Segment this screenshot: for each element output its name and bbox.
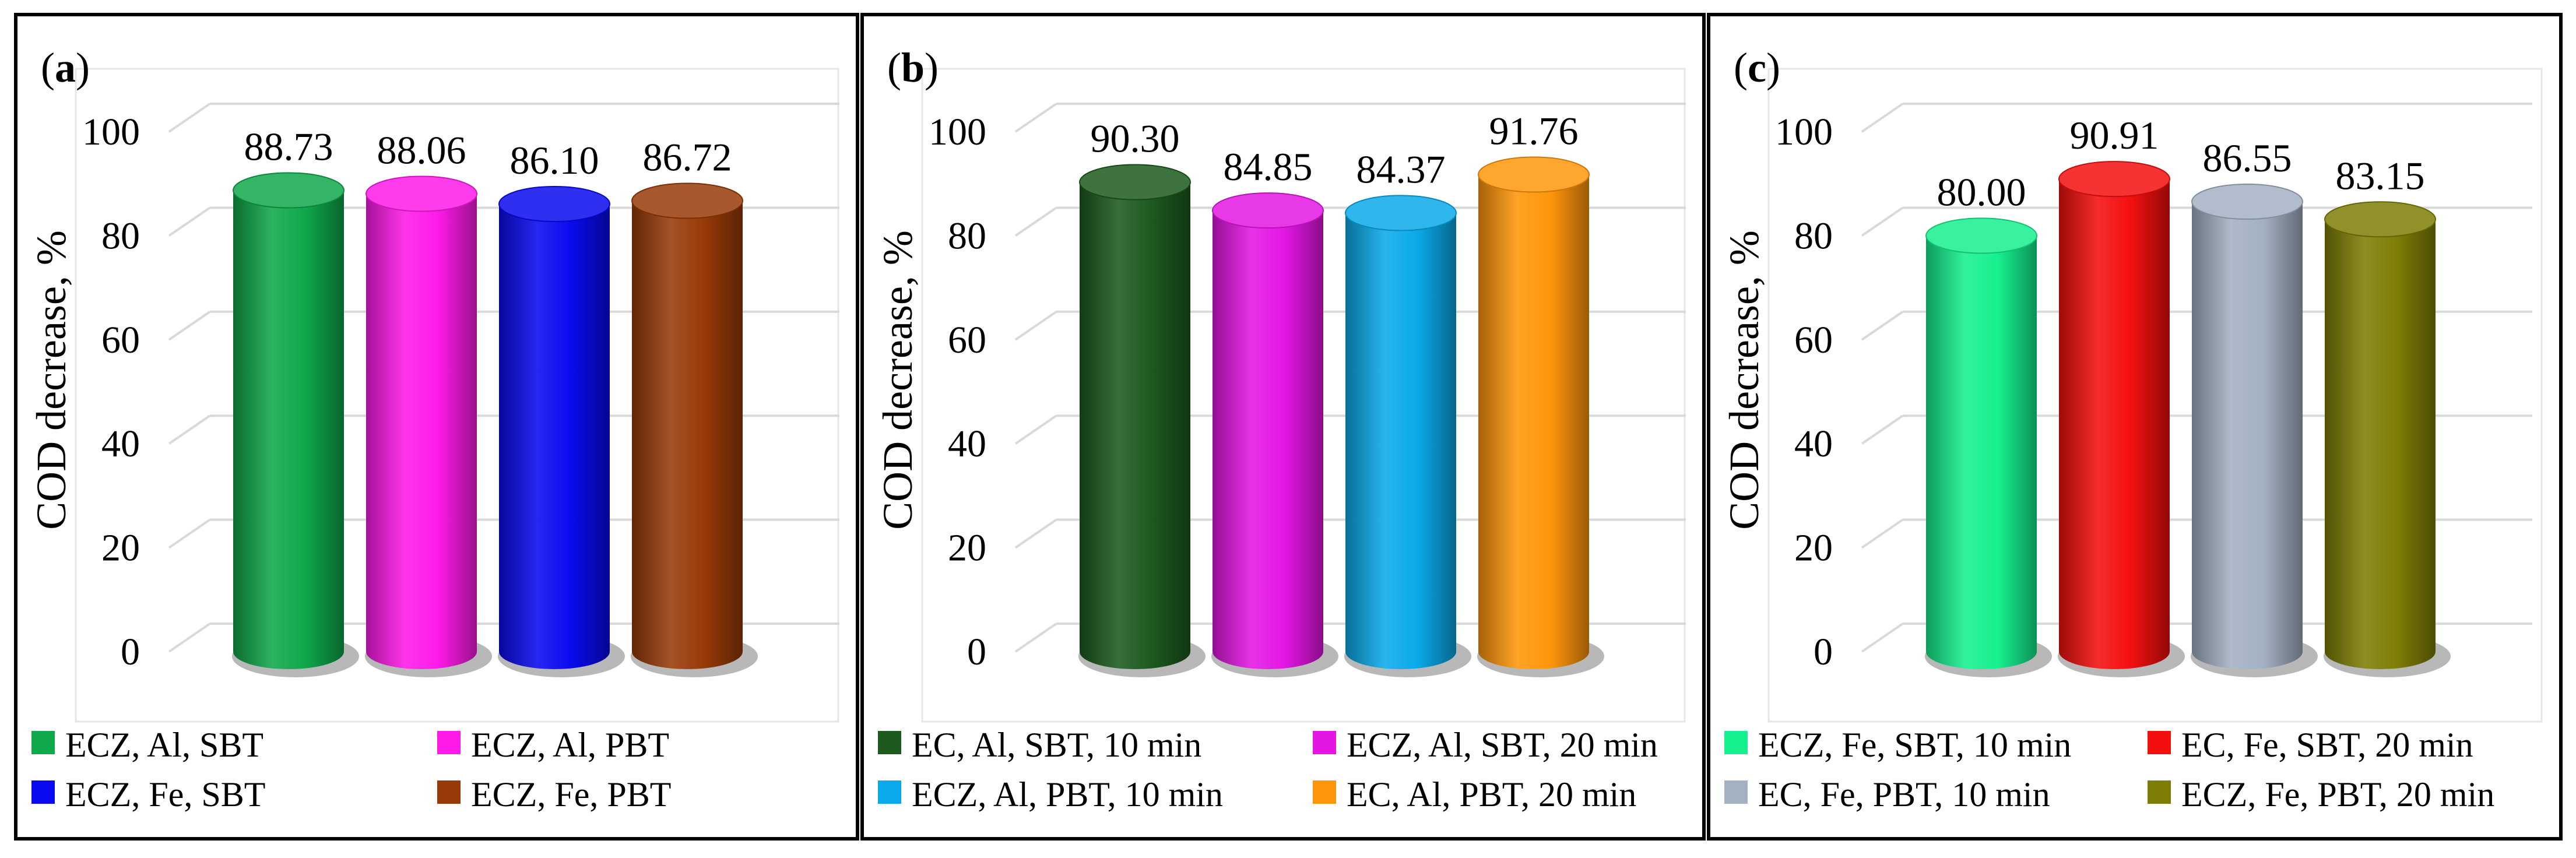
data-label: 84.85 [1224,145,1313,189]
gridline-depth [168,103,211,133]
gridline-depth [1861,623,1904,653]
bar [631,182,758,677]
bar [1078,164,1206,677]
chart-panel-a: 0 20 40 60 80 100 COD decrease, % (a) 88.73 88.06… [14,13,859,841]
legend-label: ECZ, Al, PBT, 10 min [912,775,1223,814]
y-axis-label: COD decrease, % [28,230,75,530]
legend-label: ECZ, Al, SBT, 20 min [1347,726,1658,764]
gridline-depth [168,518,211,549]
y-tick-label: 0 [967,631,986,673]
bar [2324,201,2451,677]
gridline-depth [168,206,211,237]
data-label: 86.55 [2203,136,2292,180]
gridline-depth [1014,623,1057,653]
gridline-depth [1861,103,1904,133]
gridline-depth [1014,103,1057,133]
gridline-depth [1014,414,1057,445]
legend-swatch [2148,780,2171,804]
y-tick-label: 100 [929,111,986,153]
data-label: 80.00 [1937,170,2026,214]
y-tick-label: 80 [948,214,986,257]
y-tick-label: 100 [1775,111,1833,153]
legend-label: EC, Al, PBT, 20 min [1347,775,1636,814]
legend-label: EC, Al, SBT, 10 min [912,726,1201,764]
panel-label: (c) [1734,44,1780,91]
legend-swatch [878,780,901,804]
data-label: 84.37 [1356,147,1446,191]
legend-label: ECZ, Al, PBT [471,726,669,764]
legend-label: ECZ, Al, SBT [65,726,263,764]
plot-area-outline [921,68,1686,723]
data-label: 88.73 [244,125,333,169]
legend-label: ECZ, Fe, SBT, 10 min [1758,726,2071,764]
legend-swatch [437,731,461,754]
y-tick-label: 100 [82,111,140,153]
y-tick-label: 60 [948,319,986,361]
y-tick-label: 60 [101,319,140,361]
gridline-depth [1014,311,1057,341]
chart-panel-b: 0 20 40 60 80 100 COD decrease, % (b) 90.30 84.85… [860,13,1706,841]
data-label: 86.10 [510,138,599,182]
y-tick-label: 60 [1794,319,1833,361]
gridline-depth [1861,311,1904,341]
legend-swatch [31,731,55,754]
gridline-depth [168,311,211,341]
legend-label: ECZ, Fe, PBT, 20 min [2181,775,2494,814]
legend-swatch [878,731,901,754]
gridline-depth [1014,206,1057,237]
y-tick-label: 40 [101,423,140,465]
plot-area-outline [75,68,839,723]
y-axis-label: COD decrease, % [874,230,921,530]
data-label: 88.06 [377,128,466,173]
data-label: 91.76 [1489,109,1579,153]
y-tick-label: 20 [101,527,140,569]
bar [232,172,359,677]
legend-swatch [1313,780,1336,804]
gridline-depth [1014,518,1057,549]
y-axis-label: COD decrease, % [1721,230,1767,530]
y-tick-label: 40 [948,423,986,465]
chart-svg: 0 20 40 60 80 100 COD decrease, % (a) 88.73 88.06… [28,44,839,814]
gridline-depth [1861,518,1904,549]
y-tick-label: 80 [1794,214,1833,257]
chart-svg: 0 20 40 60 80 100 COD decrease, % (b) 90.30 84.85… [874,44,1686,814]
y-tick-label: 80 [101,214,140,257]
data-label: 90.30 [1091,117,1180,161]
chart-panel-c: 0 20 40 60 80 100 COD decrease, % (c) 80.00 90.91… [1707,13,2563,841]
gridline-depth [168,623,211,653]
chart-svg: 0 20 40 60 80 100 COD decrease, % (c) 80.00 90.91… [1721,44,2543,814]
bar [1477,156,1604,677]
legend-swatch [1724,780,1748,804]
y-tick-label: 20 [948,527,986,569]
plot-area-outline [1767,68,2543,723]
legend-swatch [2148,731,2171,754]
legend-label: ECZ, Fe, PBT [471,775,671,814]
bar [2191,183,2318,677]
legend-swatch [1313,731,1336,754]
data-label: 90.91 [2070,113,2159,157]
legend-label: ECZ, Fe, SBT [65,775,265,814]
y-tick-label: 20 [1794,527,1833,569]
bar [365,175,492,677]
bar [2058,161,2185,677]
panel-label: (a) [41,44,90,91]
gridline-depth [1861,414,1904,445]
legend-swatch [1724,731,1748,754]
y-tick-label: 40 [1794,423,1833,465]
legend-swatch [437,780,461,804]
y-tick-label: 0 [1814,631,1833,673]
gridline-depth [168,414,211,445]
y-tick-label: 0 [121,631,140,673]
bar [1211,192,1338,677]
gridline-depth [1861,206,1904,237]
legend-label: EC, Fe, PBT, 10 min [1758,775,2050,814]
bar [498,185,625,677]
legend-label: EC, Fe, SBT, 20 min [2181,726,2473,764]
legend-swatch [31,780,55,804]
data-label: 83.15 [2336,153,2425,198]
data-label: 86.72 [643,135,732,179]
panel-label: (b) [887,44,939,91]
bar [1344,195,1471,677]
bar [1925,217,2052,677]
